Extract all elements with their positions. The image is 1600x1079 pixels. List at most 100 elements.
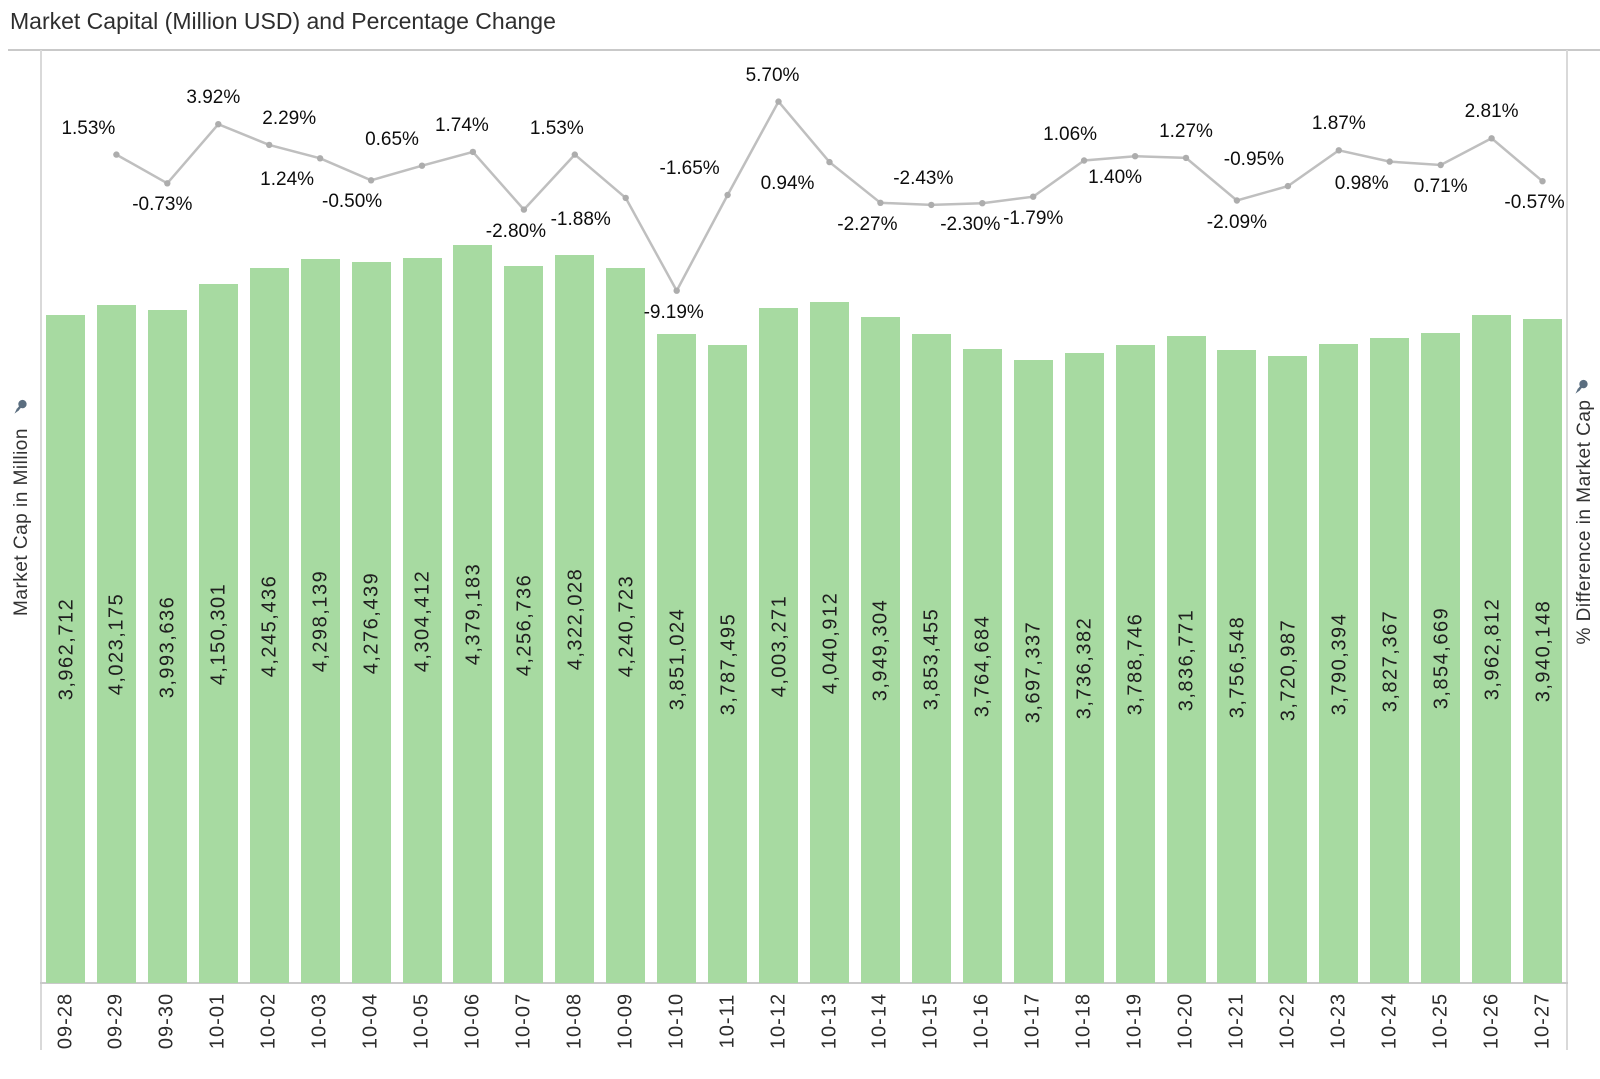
percent-change-label: 2.29% bbox=[262, 107, 317, 129]
x-axis-label: 10-02 bbox=[257, 992, 280, 1050]
line-point-marker[interactable] bbox=[113, 151, 120, 158]
line-point-marker[interactable] bbox=[928, 201, 935, 209]
line-point-marker[interactable] bbox=[316, 155, 324, 162]
right-axis-pin-icon[interactable] bbox=[1570, 376, 1592, 403]
x-axis-label: 10-22 bbox=[1276, 992, 1299, 1050]
percent-change-label: 0.98% bbox=[1334, 172, 1389, 194]
line-point-marker[interactable] bbox=[1539, 178, 1546, 185]
line-point-marker[interactable] bbox=[877, 199, 884, 206]
market-cap-bar[interactable] bbox=[1166, 336, 1206, 983]
market-cap-bar[interactable] bbox=[1064, 353, 1104, 983]
line-point-marker[interactable] bbox=[1131, 153, 1139, 160]
x-axis-label: 10-27 bbox=[1531, 992, 1553, 1050]
x-axis-label: 10-08 bbox=[563, 992, 586, 1050]
market-cap-bar[interactable] bbox=[1217, 350, 1257, 983]
market-cap-bar[interactable] bbox=[1268, 356, 1308, 983]
x-axis-label: 10-04 bbox=[359, 992, 382, 1050]
line-point-marker[interactable] bbox=[520, 206, 528, 213]
x-axis-label: 10-11 bbox=[716, 993, 739, 1049]
market-cap-bar[interactable] bbox=[1115, 345, 1155, 983]
market-cap-bar[interactable] bbox=[606, 268, 646, 983]
line-point-marker[interactable] bbox=[724, 191, 731, 199]
x-axis-label: 10-20 bbox=[1174, 992, 1197, 1050]
percent-change-label: -2.43% bbox=[893, 167, 954, 189]
line-point-marker[interactable] bbox=[622, 194, 629, 202]
market-cap-bar[interactable] bbox=[810, 302, 849, 983]
x-axis-label: 09-29 bbox=[104, 992, 127, 1050]
percent-change-label: -1.79% bbox=[1003, 207, 1064, 229]
percent-change-label: 1.40% bbox=[1088, 167, 1143, 189]
percent-change-label: -9.19% bbox=[643, 301, 704, 323]
market-cap-bar[interactable] bbox=[300, 259, 340, 983]
line-point-marker[interactable] bbox=[775, 98, 782, 105]
line-point-marker[interactable] bbox=[979, 200, 986, 207]
market-cap-bar[interactable] bbox=[402, 258, 442, 983]
market-cap-bar[interactable] bbox=[453, 245, 493, 983]
percent-change-label: 1.74% bbox=[434, 114, 489, 136]
percent-change-label: -0.57% bbox=[1504, 192, 1565, 214]
x-axis-label: 10-03 bbox=[308, 992, 331, 1050]
market-cap-bar[interactable] bbox=[1472, 315, 1512, 983]
line-point-marker[interactable] bbox=[1386, 158, 1393, 165]
market-cap-bar[interactable] bbox=[708, 345, 748, 983]
market-cap-bar[interactable] bbox=[147, 310, 187, 983]
line-point-marker[interactable] bbox=[1182, 154, 1190, 162]
line-point-marker[interactable] bbox=[164, 180, 171, 187]
line-point-marker[interactable] bbox=[571, 151, 578, 158]
x-axis-line bbox=[40, 982, 1568, 984]
market-cap-bar[interactable] bbox=[1370, 338, 1410, 983]
x-axis-label: 10-07 bbox=[512, 992, 535, 1050]
market-cap-bar[interactable] bbox=[46, 315, 85, 983]
line-point-marker[interactable] bbox=[673, 287, 680, 294]
line-point-marker[interactable] bbox=[266, 141, 273, 149]
x-axis-label: 10-24 bbox=[1378, 992, 1401, 1050]
percent-change-label: 0.65% bbox=[365, 128, 419, 150]
market-cap-bar[interactable] bbox=[860, 317, 900, 983]
line-point-marker[interactable] bbox=[1284, 182, 1292, 190]
x-axis-label: 09-28 bbox=[54, 992, 76, 1050]
title-divider bbox=[8, 49, 1600, 51]
line-point-marker[interactable] bbox=[1233, 197, 1241, 204]
market-cap-bar[interactable] bbox=[96, 305, 136, 983]
x-axis-label: 10-14 bbox=[868, 992, 891, 1050]
percent-change-label: -0.73% bbox=[132, 194, 193, 216]
market-cap-bar[interactable] bbox=[657, 334, 697, 983]
x-axis-label: 10-16 bbox=[970, 992, 993, 1050]
percent-change-label: -2.30% bbox=[940, 214, 1001, 236]
left-axis-pin-icon[interactable] bbox=[9, 396, 31, 423]
x-axis-label: 09-30 bbox=[155, 992, 178, 1050]
percent-change-label: -2.27% bbox=[837, 213, 898, 235]
percent-change-label: -2.80% bbox=[485, 220, 546, 242]
percent-change-label: 1.27% bbox=[1159, 120, 1213, 142]
market-cap-bar[interactable] bbox=[198, 284, 238, 983]
market-cap-bar[interactable] bbox=[555, 255, 595, 983]
line-point-marker[interactable] bbox=[469, 148, 477, 156]
market-cap-bar[interactable] bbox=[1319, 344, 1359, 983]
market-cap-bar[interactable] bbox=[1523, 319, 1562, 983]
market-cap-bar[interactable] bbox=[1421, 333, 1461, 983]
line-point-marker[interactable] bbox=[1335, 147, 1343, 154]
line-point-marker[interactable] bbox=[1437, 161, 1444, 169]
line-point-marker[interactable] bbox=[418, 162, 426, 169]
line-point-marker[interactable] bbox=[215, 121, 222, 128]
market-cap-bar[interactable] bbox=[962, 349, 1002, 983]
percent-change-label: 1.53% bbox=[529, 117, 584, 139]
line-point-marker[interactable] bbox=[1030, 193, 1037, 200]
market-cap-bar[interactable] bbox=[351, 262, 391, 983]
line-point-marker[interactable] bbox=[826, 158, 833, 166]
line-point-marker[interactable] bbox=[1080, 157, 1088, 164]
percent-change-label: 1.87% bbox=[1311, 113, 1366, 135]
market-cap-bar[interactable] bbox=[1013, 360, 1053, 983]
x-axis-label: 10-10 bbox=[665, 992, 688, 1050]
percent-change-label: -2.09% bbox=[1206, 211, 1267, 233]
percent-change-label: -1.88% bbox=[550, 208, 611, 230]
market-cap-bar[interactable] bbox=[759, 308, 798, 983]
line-point-marker[interactable] bbox=[367, 177, 375, 184]
market-cap-bar[interactable] bbox=[504, 266, 544, 983]
market-cap-bar[interactable] bbox=[249, 268, 289, 983]
percent-change-label: 5.70% bbox=[745, 64, 800, 86]
line-point-marker[interactable] bbox=[1488, 135, 1495, 142]
x-axis-label: 10-18 bbox=[1072, 992, 1095, 1050]
market-cap-bar[interactable] bbox=[911, 334, 951, 983]
